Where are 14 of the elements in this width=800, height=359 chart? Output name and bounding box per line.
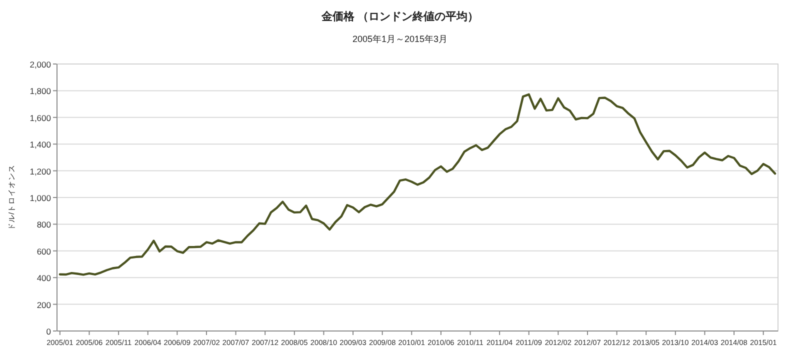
y-tick-label: 1,400	[30, 140, 52, 150]
y-tick-label: 1,200	[30, 166, 52, 176]
line-series	[58, 93, 776, 276]
chart-title: 金価格 （ロンドン終値の平均）	[320, 10, 479, 23]
y-tick-label: 2,000	[30, 60, 52, 70]
y-tick-label: 400	[36, 273, 52, 284]
y-tick-label: 1,600	[30, 112, 52, 123]
y-tick-label: 1,000	[30, 193, 52, 203]
y-tick-label: 200	[36, 300, 52, 310]
y-tick-label: 800	[36, 220, 52, 230]
y-tick-label: 0	[46, 326, 52, 336]
y-tick-label: 1,800	[30, 86, 52, 96]
chart-subtitle: 2005年1月～2015年3月	[352, 34, 448, 44]
y-tick-label: 600	[36, 246, 52, 256]
